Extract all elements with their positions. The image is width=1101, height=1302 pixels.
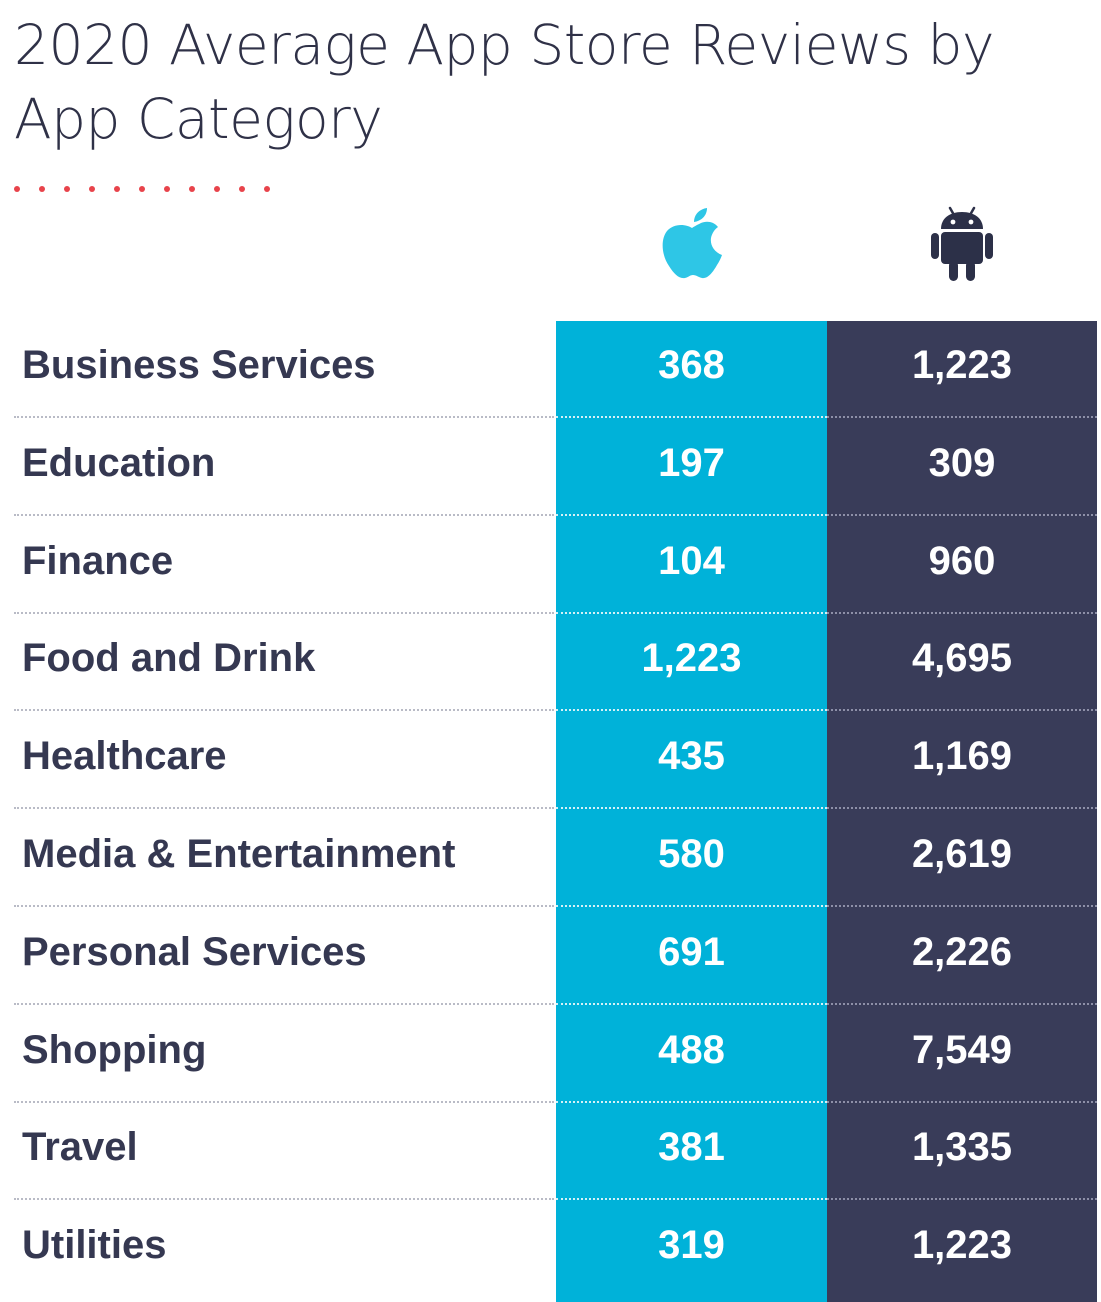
- android-review-value: 309: [928, 440, 996, 485]
- ios-review-value: 319: [658, 1223, 725, 1268]
- category-label: Media & Entertainment: [22, 832, 456, 876]
- table-row: Healthcare 435 1,169: [0, 712, 1101, 810]
- table-row: Media & Entertainment 580 2,619: [0, 810, 1101, 907]
- table-row: Utilities 319 1,223: [0, 1201, 1101, 1298]
- android-review-value: 1,223: [911, 1223, 1013, 1268]
- ios-review-value: 580: [658, 832, 725, 876]
- android-review-value: 7,549: [911, 1027, 1013, 1072]
- android-review-value: 960: [928, 538, 996, 583]
- row-divider: [14, 416, 554, 418]
- ios-row-divider: [556, 1002, 827, 1005]
- android-row-divider: [827, 611, 1097, 614]
- apple-icon: [662, 208, 722, 279]
- table-row: Business Services 368 1,223: [0, 321, 1101, 418]
- android-review-value: 1,335: [911, 1125, 1013, 1170]
- android-row-divider: [827, 905, 1097, 907]
- android-row-divider: [827, 807, 1097, 810]
- android-review-value: 1,169: [911, 734, 1013, 779]
- ios-row-divider: [556, 416, 827, 418]
- android-row-divider: [827, 513, 1097, 516]
- category-label: Healthcare: [22, 734, 227, 779]
- category-label: Food and Drink: [22, 636, 316, 681]
- row-divider: [14, 1198, 554, 1201]
- android-review-value: 4,695: [911, 636, 1013, 681]
- android-row-divider: [827, 1002, 1097, 1005]
- table-row: Education 197 309: [0, 419, 1101, 516]
- android-row-divider: [827, 416, 1097, 418]
- table-row: Travel 381 1,335: [0, 1103, 1101, 1201]
- ios-review-value: 435: [658, 734, 725, 779]
- table-row: Finance 104 960: [0, 517, 1101, 614]
- row-divider: [14, 611, 554, 614]
- ios-row-divider: [556, 905, 827, 907]
- android-row-divider: [827, 1100, 1097, 1103]
- ios-review-value: 691: [658, 929, 725, 974]
- android-row-divider: [827, 709, 1097, 712]
- table-row: Shopping 488 7,549: [0, 1006, 1101, 1103]
- row-divider: [14, 1002, 554, 1005]
- ios-row-divider: [556, 611, 827, 614]
- android-column-background: [827, 321, 1097, 1302]
- android-row-divider: [827, 1198, 1097, 1201]
- table-row: Food and Drink 1,223 4,695: [0, 614, 1101, 712]
- ios-review-value: 197: [658, 440, 725, 485]
- chart-title: 2020 Average App Store Reviews by App Ca…: [14, 13, 995, 151]
- ios-column-background: [556, 321, 827, 1302]
- decorative-dot-divider: [14, 186, 270, 192]
- category-label: Travel: [22, 1125, 138, 1170]
- category-label: Finance: [22, 538, 174, 583]
- row-divider: [14, 513, 554, 516]
- ios-row-divider: [556, 807, 827, 810]
- android-review-value: 1,223: [911, 343, 1013, 387]
- android-review-value: 2,619: [911, 832, 1013, 876]
- row-divider: [14, 709, 554, 712]
- category-label: Education: [22, 440, 216, 485]
- category-label: Personal Services: [22, 929, 367, 974]
- android-review-value: 2,226: [911, 929, 1013, 974]
- ios-review-value: 104: [658, 538, 725, 583]
- android-icon: [931, 206, 993, 281]
- row-divider: [14, 807, 554, 810]
- row-divider: [14, 905, 554, 907]
- category-label: Business Services: [22, 343, 376, 387]
- ios-row-divider: [556, 513, 827, 516]
- ios-row-divider: [556, 709, 827, 712]
- ios-row-divider: [556, 1100, 827, 1103]
- ios-review-value: 368: [658, 343, 725, 387]
- category-label: Shopping: [22, 1027, 207, 1072]
- table-row: Personal Services 691 2,226: [0, 908, 1101, 1005]
- ios-review-value: 488: [658, 1027, 725, 1072]
- ios-review-value: 381: [658, 1125, 725, 1170]
- row-divider: [14, 1100, 554, 1103]
- ios-row-divider: [556, 1198, 827, 1201]
- category-label: Utilities: [22, 1223, 167, 1268]
- ios-review-value: 1,223: [641, 636, 742, 681]
